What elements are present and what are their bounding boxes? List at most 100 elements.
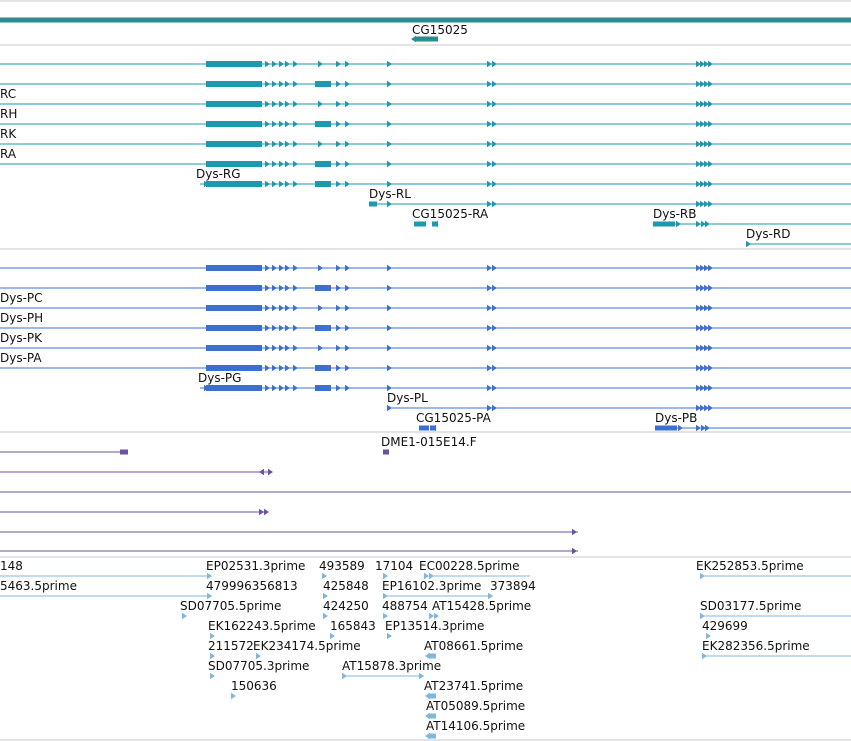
strand-arrow [387, 200, 392, 208]
feature-label: CG15025-RA [412, 207, 489, 221]
strand-arrow [700, 612, 705, 620]
strand-arrow [487, 324, 492, 332]
strand-arrow [487, 344, 492, 352]
strand-arrow [336, 264, 341, 272]
strand-arrow [696, 80, 701, 88]
strand-arrow [293, 344, 298, 352]
strand-arrow [387, 160, 392, 168]
strand-arrow [272, 160, 277, 168]
feature-label: 150636 [231, 679, 277, 693]
strand-arrow [285, 364, 290, 372]
strand-arrow [383, 612, 388, 620]
strand-arrow [429, 612, 434, 620]
feature-label: Dys-PC [0, 291, 43, 305]
strand-arrow [345, 304, 350, 312]
strand-arrow [704, 180, 709, 188]
feature-label: 17104 [375, 559, 414, 573]
strand-arrow [293, 100, 298, 108]
strand-arrow [487, 200, 492, 208]
strand-arrow [265, 80, 270, 88]
exon-block [414, 221, 426, 227]
strand-arrow [488, 592, 493, 600]
strand-arrow [700, 60, 705, 68]
strand-arrow [318, 100, 323, 108]
strand-arrow [704, 60, 709, 68]
strand-arrow [701, 424, 706, 432]
strand-arrow [285, 384, 290, 392]
strand-arrow [492, 324, 497, 332]
strand-arrow [705, 424, 710, 432]
strand-arrow [265, 60, 270, 68]
strand-arrow [572, 528, 577, 536]
feature-label: AT14106.5prime [426, 719, 526, 733]
strand-arrow [318, 140, 323, 148]
strand-arrow [256, 652, 261, 660]
strand-arrow [492, 140, 497, 148]
feature-label: Dys-PL [387, 391, 428, 405]
strand-arrow [487, 264, 492, 272]
strand-arrow [293, 60, 298, 68]
strand-arrow [272, 60, 277, 68]
strand-arrow [318, 264, 323, 272]
feature-label: Dys-PK [0, 331, 43, 345]
strand-arrow [323, 612, 328, 620]
strand-arrow [279, 100, 284, 108]
exon-block [206, 385, 262, 391]
gene-feature-box [416, 36, 438, 42]
strand-arrow [487, 384, 492, 392]
feature-label: 429699 [702, 619, 748, 633]
strand-arrow [345, 80, 350, 88]
exon-block [315, 161, 331, 167]
strand-arrow [293, 284, 298, 292]
strand-arrow [700, 100, 705, 108]
strand-arrow [345, 284, 350, 292]
feature-label: EP13514.3prime [385, 619, 485, 633]
feature-label: 148 [0, 559, 23, 573]
cdna-block [120, 449, 128, 455]
strand-arrow [700, 404, 705, 412]
strand-arrow [336, 364, 341, 372]
strand-arrow [704, 120, 709, 128]
strand-arrow [434, 612, 439, 620]
strand-arrow [708, 120, 713, 128]
strand-arrow [345, 180, 350, 188]
strand-arrow [272, 264, 277, 272]
strand-arrow [265, 364, 270, 372]
strand-arrow [345, 384, 350, 392]
cdna-block [383, 449, 389, 455]
strand-arrow [704, 100, 709, 108]
strand-arrow [285, 60, 290, 68]
strand-arrow [704, 404, 709, 412]
strand-arrow [279, 304, 284, 312]
feature-label: Dys-RD [746, 227, 791, 241]
feature-label: Dys-RL [369, 187, 411, 201]
strand-arrow [387, 140, 392, 148]
feature-label: AT15428.5prime [432, 599, 532, 613]
exon-block [315, 385, 331, 391]
strand-arrow [265, 160, 270, 168]
strand-arrow [318, 344, 323, 352]
strand-arrow [279, 384, 284, 392]
strand-arrow [487, 60, 492, 68]
strand-arrow [387, 344, 392, 352]
strand-arrow [696, 284, 701, 292]
exon-block [206, 81, 262, 87]
strand-arrow [708, 404, 713, 412]
strand-arrow [345, 100, 350, 108]
exon-block [206, 61, 262, 67]
strand-arrow [210, 672, 215, 680]
strand-arrow [700, 324, 705, 332]
feature-label: RK [0, 127, 17, 141]
strand-arrow [492, 264, 497, 272]
strand-arrow [285, 140, 290, 148]
strand-arrow [708, 304, 713, 312]
strand-arrow [492, 364, 497, 372]
strand-arrow [492, 284, 497, 292]
exon-block [432, 221, 438, 227]
strand-arrow [285, 100, 290, 108]
strand-arrow [272, 384, 277, 392]
strand-arrow [272, 180, 277, 188]
strand-arrow [345, 364, 350, 372]
strand-arrow [279, 364, 284, 372]
strand-arrow [272, 344, 277, 352]
